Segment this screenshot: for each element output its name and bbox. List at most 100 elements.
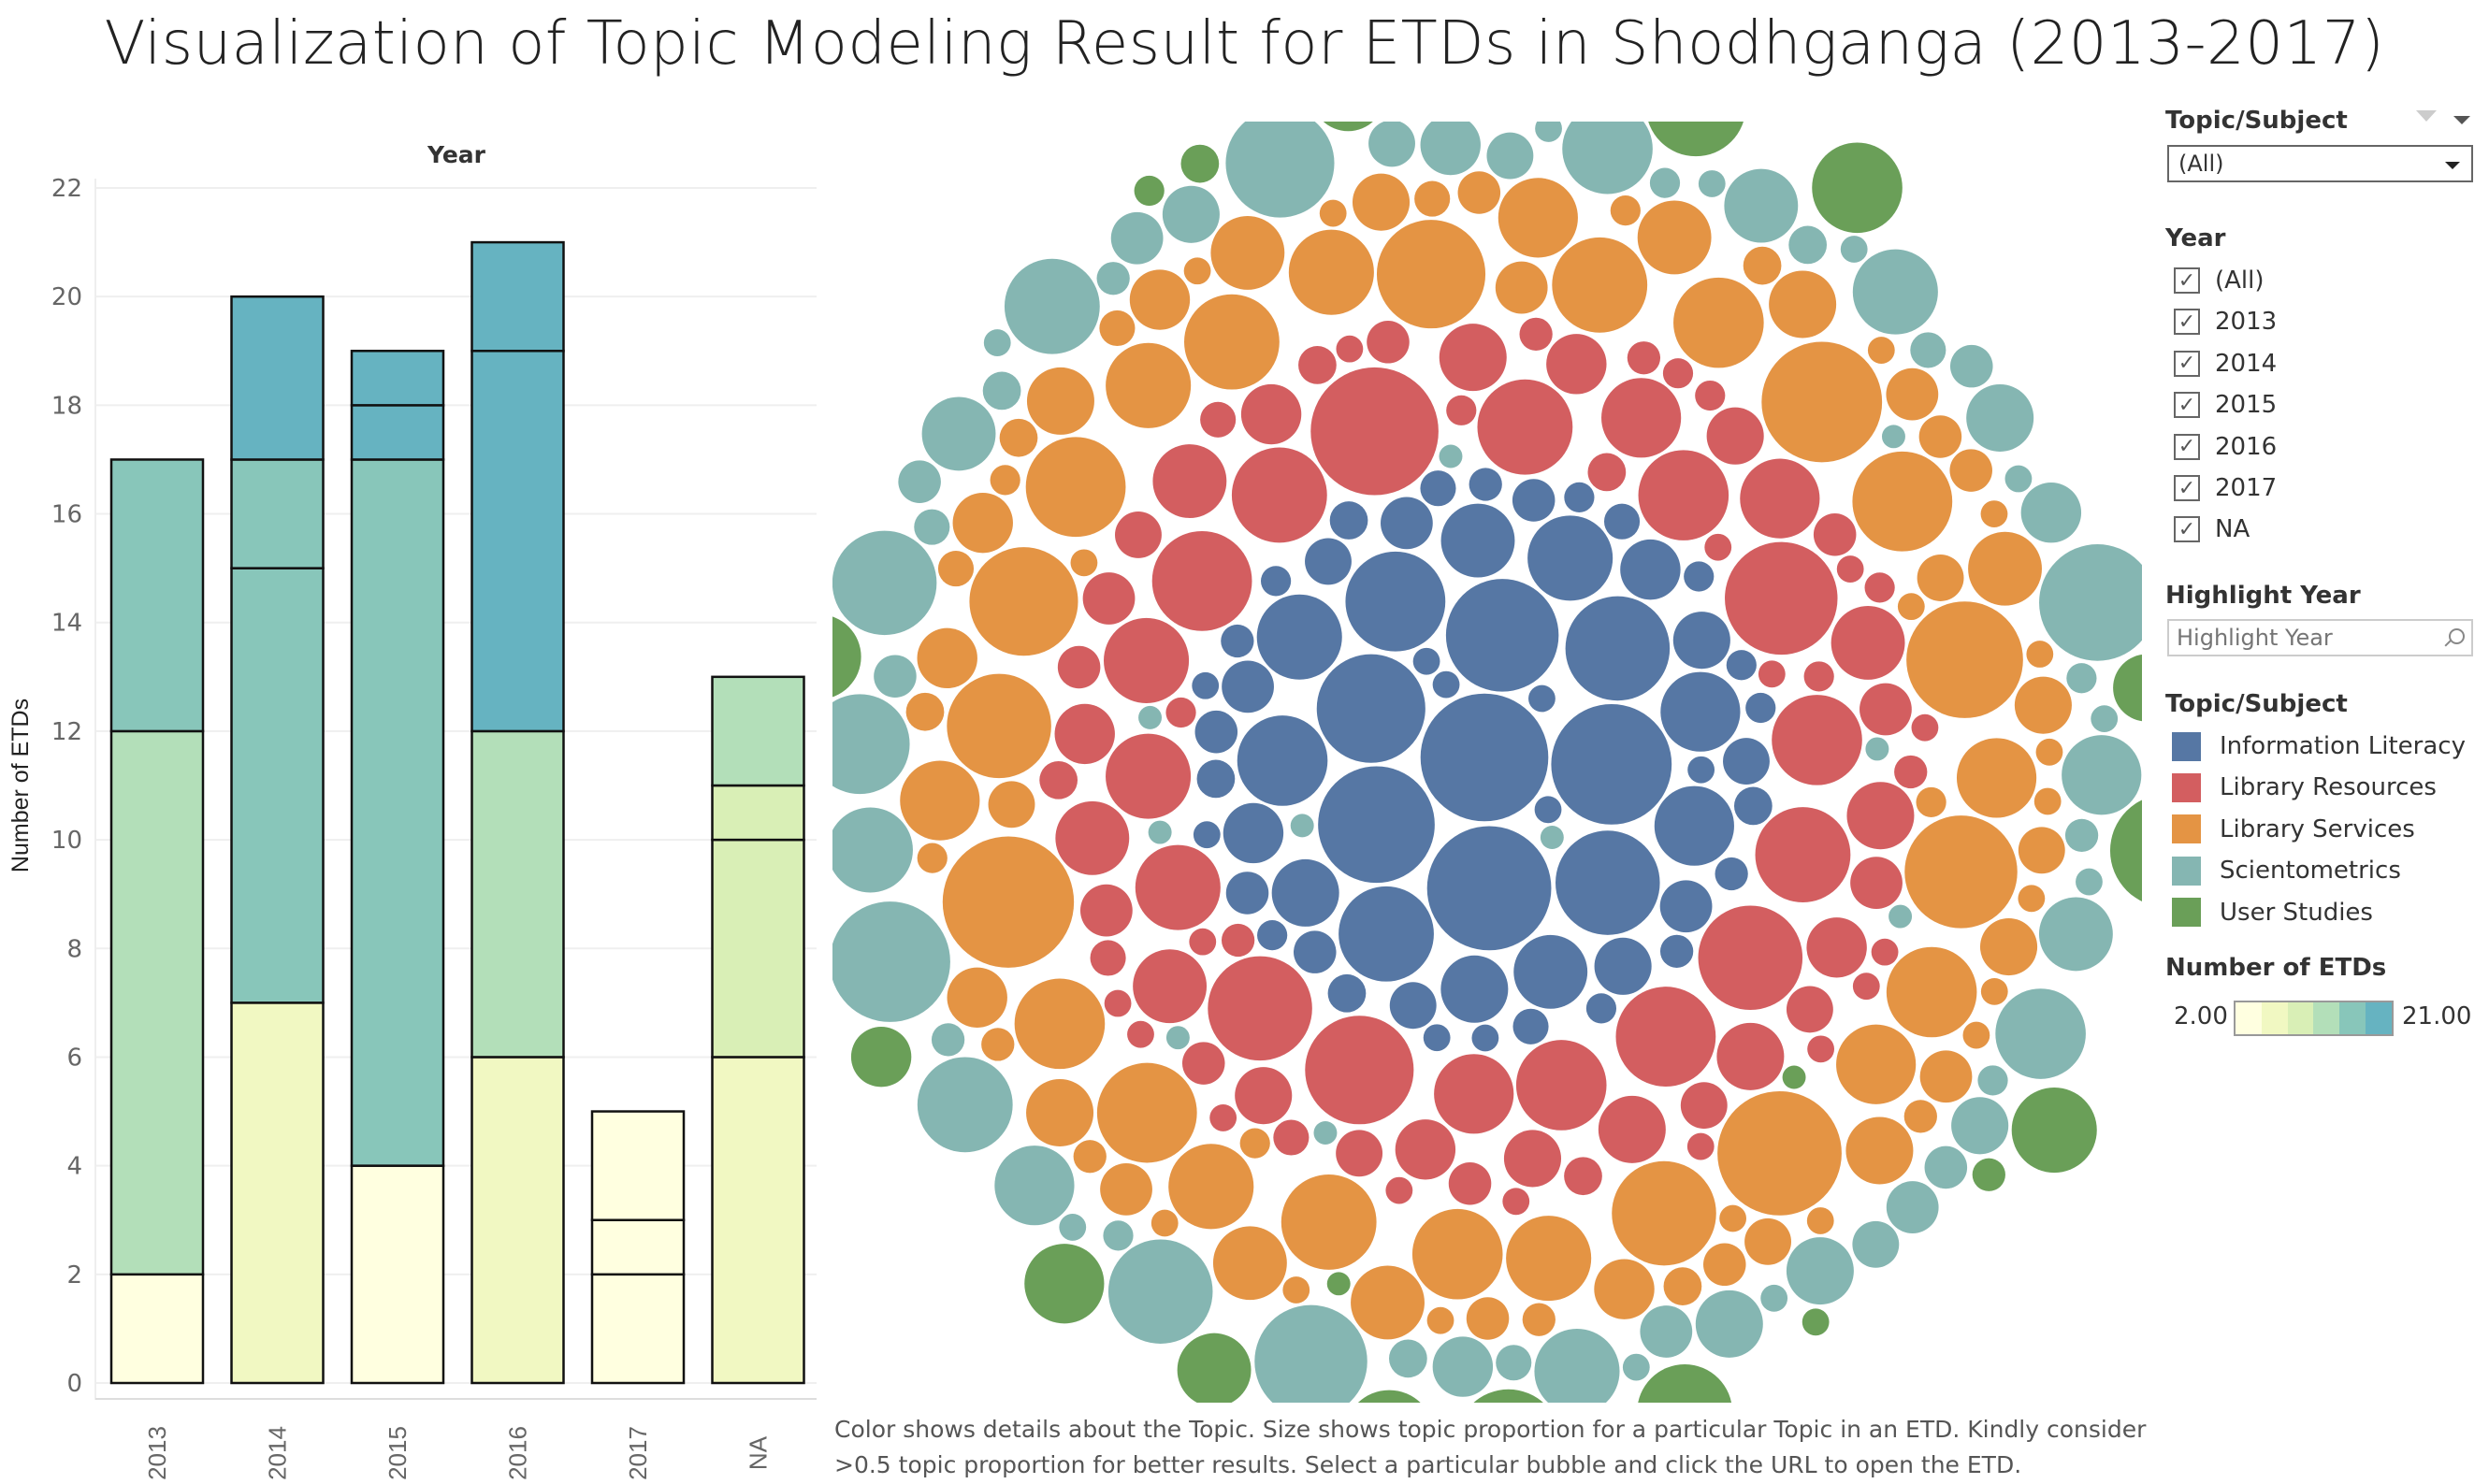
topic-bubble[interactable] [1534,796,1562,824]
year-checkbox[interactable]: ✓ 2014 [2174,345,2277,382]
topic-bubble[interactable] [947,967,1007,1028]
topic-bubble[interactable] [1414,180,1451,217]
topic-bubble[interactable] [1506,1216,1592,1302]
topic-bubble[interactable] [1133,949,1208,1024]
topic-bubble[interactable] [1420,122,1481,176]
topic-bubble[interactable] [1432,1336,1494,1397]
bar-segment[interactable] [230,567,325,1004]
topic-bubble[interactable] [1522,1303,1556,1336]
topic-bubble[interactable] [1852,249,1938,335]
bar-segment[interactable] [470,1056,565,1385]
topic-bubble[interactable] [1385,1176,1413,1204]
topic-bubble[interactable] [1919,1050,1973,1103]
topic-bubble[interactable] [1446,395,1477,425]
topic-bubble[interactable] [1162,185,1220,243]
topic-bubble[interactable] [1540,826,1564,849]
topic-bubble[interactable] [1104,617,1190,703]
topic-bubble[interactable] [1152,444,1227,518]
topic-bubble[interactable] [1813,513,1857,556]
topic-bubble[interactable] [1495,261,1548,314]
topic-bubble[interactable] [1004,258,1100,354]
topic-bubble[interactable] [1129,269,1191,330]
topic-bubble[interactable] [1760,1284,1788,1312]
topic-bubble[interactable] [1740,458,1820,539]
topic-bubble[interactable] [969,547,1078,656]
topic-bubble[interactable] [1831,606,1905,680]
topic-bubble[interactable] [1426,826,1552,951]
topic-bubble[interactable] [931,1023,965,1057]
topic-bubble[interactable] [1221,923,1255,958]
topic-bubble[interactable] [2035,738,2063,766]
legend-item[interactable]: Information Literacy [2172,728,2466,765]
year-checkbox[interactable]: ✓ NA [2174,511,2250,548]
topic-bubble[interactable] [1326,1272,1351,1296]
topic-bubble[interactable] [1439,444,1463,468]
topic-bubble[interactable] [983,329,1011,356]
topic-bubble[interactable] [1782,1065,1806,1089]
topic-bubble[interactable] [1802,1308,1830,1336]
topic-bubble[interactable] [1951,1097,2009,1155]
topic-bubble[interactable] [1903,1100,1937,1133]
topic-bubble[interactable] [1772,695,1862,785]
legend-item[interactable]: User Studies [2172,894,2373,931]
topic-bubble[interactable] [1980,977,2008,1005]
topic-bubble[interactable] [1594,1259,1655,1319]
topic-bubble[interactable] [917,843,948,873]
topic-bubble[interactable] [898,460,941,503]
topic-bubble[interactable] [1627,341,1661,375]
topic-bubble[interactable] [1546,334,1607,395]
topic-bubble[interactable] [1336,335,1364,363]
topic-bubble[interactable] [994,1145,1075,1226]
topic-bubble[interactable] [1426,1306,1454,1334]
topic-bubble[interactable] [1528,684,1556,713]
bar-segment[interactable] [350,458,445,1167]
checkmark-icon[interactable]: ✓ [2174,475,2200,501]
bar-segment[interactable] [350,404,445,461]
topic-bubble[interactable] [937,551,975,587]
topic-bubble[interactable] [1104,989,1132,1017]
highlight-year-input[interactable] [2167,619,2473,656]
bar-segment[interactable] [711,838,805,1059]
topic-bubble[interactable] [1962,1021,1990,1049]
topic-bubble[interactable] [1151,530,1252,631]
topic-bubble[interactable] [1620,539,1681,600]
topic-bubble[interactable] [1659,934,1694,968]
topic-bubble[interactable] [1389,1339,1427,1378]
topic-bubble[interactable] [1025,437,1126,538]
topic-bubble[interactable] [1654,785,1734,866]
topic-bubble[interactable] [1704,533,1732,561]
topic-bubble[interactable] [1059,1214,1087,1241]
topic-bubble[interactable] [2091,705,2119,733]
topic-bubble[interactable] [1968,531,2042,606]
topic-bubble[interactable] [2004,465,2033,493]
topic-bubble[interactable] [1440,503,1515,578]
bar-segment[interactable] [711,675,805,787]
topic-bubble[interactable] [1026,1078,1094,1146]
bar-segment[interactable] [109,1273,205,1385]
topic-bubble[interactable] [1836,555,1864,583]
topic-bubble[interactable] [1411,1208,1503,1300]
topic-bubble[interactable] [1646,122,1746,157]
topic-bubble[interactable] [1090,940,1126,976]
topic-bubble[interactable] [1706,407,1764,465]
bar-segment[interactable] [230,458,325,569]
topic-bubble[interactable] [1515,1040,1607,1131]
topic-bubble[interactable] [1503,1130,1562,1188]
topic-bubble[interactable] [1610,195,1641,226]
topic-bubble[interactable] [2011,1087,2097,1174]
topic-bubble[interactable] [1995,988,2086,1079]
topic-bubble[interactable] [1055,800,1130,875]
topic-bubble[interactable] [1601,378,1682,458]
topic-bubble[interactable] [1743,246,1782,285]
topic-bubble[interactable] [1673,277,1764,368]
checkmark-icon[interactable]: ✓ [2174,433,2200,460]
topic-bubble[interactable] [832,530,937,636]
topic-bubble[interactable] [1562,122,1653,195]
topic-bubble[interactable] [1271,858,1339,927]
topic-bubble[interactable] [1897,593,1925,621]
topic-bubble[interactable] [1886,1181,1939,1233]
topic-bubble[interactable] [1904,815,2018,929]
checkmark-icon[interactable]: ✓ [2174,350,2200,377]
topic-bubble[interactable] [1846,782,1915,850]
topic-bubble[interactable] [1293,930,1337,973]
